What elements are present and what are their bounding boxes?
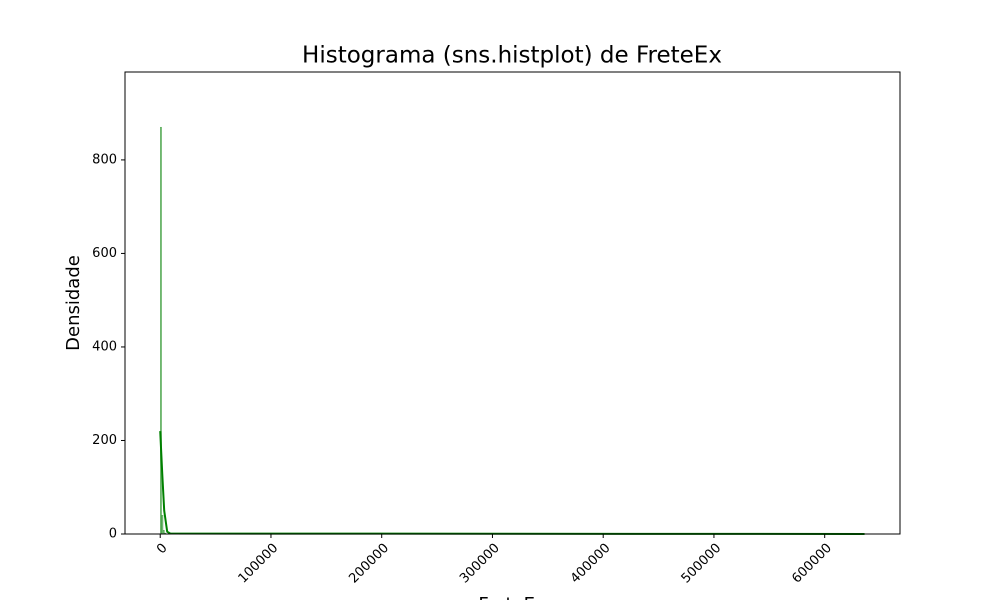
y-tick-label: 0 xyxy=(109,527,117,542)
x-tick-label: 300000 xyxy=(457,541,503,587)
x-axis-label: FreteEx xyxy=(478,594,546,600)
histogram-bar xyxy=(162,530,165,535)
chart-title: Histograma (sns.histplot) de FreteEx xyxy=(302,43,722,69)
x-tick-label: 0 xyxy=(154,541,170,557)
y-tick-label: 200 xyxy=(92,433,117,448)
histogram-bar xyxy=(161,515,164,535)
y-tick-label: 600 xyxy=(92,246,117,261)
y-axis-label: Densidade xyxy=(63,255,84,351)
x-tick-label: 600000 xyxy=(789,541,835,587)
plot-frame xyxy=(124,71,901,535)
x-tick-label: 500000 xyxy=(679,541,725,587)
x-tick-label: 400000 xyxy=(568,541,614,587)
y-tick-label: 800 xyxy=(92,152,117,167)
kde-line xyxy=(159,431,865,535)
y-tick-label: 400 xyxy=(92,339,117,354)
x-tick-label: 100000 xyxy=(236,541,282,587)
x-tick-label: 200000 xyxy=(346,541,392,587)
